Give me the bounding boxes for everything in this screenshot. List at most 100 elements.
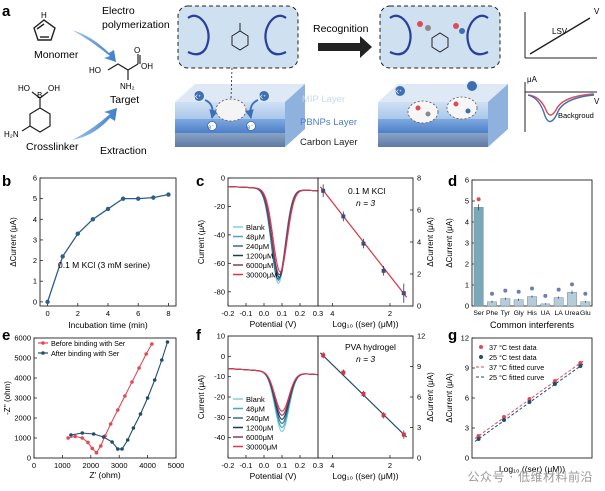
electrode-right <box>378 81 508 147</box>
panel-b-xlabel: Incubation time (min) <box>68 320 148 330</box>
panel-c-cv-curve <box>227 185 319 273</box>
panel-c-data-point <box>341 214 346 219</box>
watermark: 公众号 · 低维材料前沿 <box>467 470 593 484</box>
panel-f-cv-xtick-label: 0.0 <box>259 461 269 470</box>
panel-d-category-label: Gly <box>514 310 525 317</box>
panel-c-cv-xtick-label: -0.1 <box>240 309 253 318</box>
panel-c-data-point <box>321 188 326 193</box>
panel-c-cv-xtick-label: 0.1 <box>277 309 287 318</box>
panel-b-ytick-label: 6 <box>33 174 37 183</box>
panel-b-xtick-label: 0 <box>45 309 49 318</box>
panel-c-legend-label: 48μM <box>246 233 265 242</box>
background-v-label: V <box>594 97 600 106</box>
panel-d-bar <box>553 297 564 307</box>
panel-c-lin-ylabel: ΔCurrent (μA) <box>426 217 435 267</box>
panel-e-ytick-label: 6000 <box>14 334 31 343</box>
electropolymerization-arrow <box>72 30 116 62</box>
electrode-left <box>175 84 305 147</box>
panel-d-ytick-label: 1 <box>465 281 469 290</box>
panel-f-chart: -0.2 -0.1 0.0 0.1 0.2 0.3 -40 -30 -20 -10 0 10 Poten… <box>197 332 435 482</box>
panel-c-lin-ytick-label: 4 <box>417 238 421 247</box>
panel-c-lin-ytick-label: 2 <box>417 270 421 279</box>
panel-f-lin-ylabel: ΔCurrent (μA) <box>426 372 435 422</box>
panel-e-xtick-label: 0 <box>32 461 36 470</box>
panel-e-point <box>98 444 103 448</box>
ion-label-1: K⁺ <box>194 94 201 101</box>
extraction-label: Extraction <box>100 145 147 157</box>
ion-label-2: K⁺ <box>259 94 266 101</box>
pbnps-layer-label: PBNPs Layer <box>300 117 357 128</box>
panel-f-lin-ytick-label: 3 <box>417 423 421 432</box>
panel-d-category-label: Phe <box>486 310 498 317</box>
panel-c-cv-xlabel: Potential (V) <box>250 319 297 329</box>
panel-g-chart: 0 3 6 9 12 ΔCurrent (μA) Log₁₀ ((ser) (μM)) 37 … <box>445 334 593 474</box>
panel-e-point <box>86 440 90 445</box>
panel-c-lin-ytick-label: 0 <box>417 302 421 311</box>
panel-b-point <box>75 231 80 236</box>
crosslinker-oh-label: OH <box>48 84 60 93</box>
panel-e-point <box>66 436 70 440</box>
crosslinker-structure <box>21 91 51 133</box>
panel-g-point <box>476 437 481 441</box>
panel-e-point <box>123 394 127 398</box>
panel-e-point <box>110 440 114 444</box>
panel-d-molecule-icon <box>476 197 481 202</box>
panel-f-cv-xtick-label: -0.1 <box>240 461 253 470</box>
ion-label-3: K⁺ <box>395 89 402 96</box>
panel-a: a H Monomer Electro polymerization HO O … <box>2 3 600 157</box>
panel-e-point <box>150 342 154 346</box>
background-inset <box>524 82 597 132</box>
panel-c-n-label: n = 3 <box>356 198 375 208</box>
panel-b-letter: b <box>2 173 11 190</box>
panel-f-cv-ytick-label: -20 <box>214 393 225 402</box>
panel-d-ytick-label: 3 <box>465 239 469 248</box>
panel-b-xtick-label: 2 <box>76 309 80 318</box>
serine-structure <box>107 54 141 80</box>
panel-f-lin-ytick-label: 12 <box>417 332 425 341</box>
panel-f-data-point <box>361 391 366 396</box>
panel-e-ytick-label: 3000 <box>14 394 31 403</box>
lsv-inset <box>524 12 597 59</box>
electron-label-1: e⁻ <box>208 125 215 131</box>
panel-b-ylabel: ΔCurrent (μA) <box>9 217 18 267</box>
panel-d-molecule-icon <box>503 288 508 293</box>
panel-b-ytick-label: 2 <box>33 256 37 265</box>
panel-e-point <box>120 447 124 451</box>
panel-e-xtick-label: 1000 <box>54 461 71 470</box>
panel-c-cv-xtick-label: 0.0 <box>259 309 269 318</box>
panel-d-molecule-icon <box>556 287 561 292</box>
panel-e-point <box>90 446 95 451</box>
nh-label: H <box>41 11 47 20</box>
panel-f-n-label: n = 3 <box>356 354 375 364</box>
panel-d-category-label: Urea <box>565 310 580 317</box>
panel-b-point <box>90 217 96 222</box>
recognition-label: Recognition <box>313 23 369 35</box>
panel-f-legend-label: 30000μM <box>246 443 277 452</box>
panel-g-legend-label: 25 °C test data <box>489 353 537 362</box>
panel-f-lin-xtick-label: 2 <box>388 461 392 470</box>
panel-g-ytick-label: 6 <box>465 394 469 403</box>
panel-e-point <box>94 451 99 455</box>
panel-e-point <box>80 431 85 435</box>
panel-b-ytick-label: 1 <box>33 277 37 286</box>
panel-e-series-line <box>67 343 153 454</box>
panel-c-cv-ytick-label: 0 <box>221 174 225 183</box>
serine-ho-label: HO <box>89 66 101 75</box>
electron-label-2: e⁻ <box>247 125 254 131</box>
panel-e-point <box>130 380 134 384</box>
panel-e-point <box>108 422 113 426</box>
panel-g-point <box>502 415 506 419</box>
panel-g-point <box>578 361 583 365</box>
panel-c-cv-xtick-label: 0.2 <box>295 309 305 318</box>
panel-g-xlabel: Log₁₀ ((ser) (μM)) <box>499 464 565 474</box>
panel-g-point <box>552 382 557 386</box>
panel-c-annotation: 0.1 M KCl <box>348 186 385 196</box>
panel-d-ytick-label: 2 <box>465 260 469 269</box>
panel-f-cv-curve <box>227 367 319 433</box>
panel-g-legend-marker <box>479 355 483 359</box>
panel-f-data-point <box>381 413 386 418</box>
panel-e-point <box>145 396 150 400</box>
panel-e-point <box>125 438 130 442</box>
panel-e-point <box>101 435 106 439</box>
panel-f-cv-ytick-label: 0 <box>221 352 225 361</box>
